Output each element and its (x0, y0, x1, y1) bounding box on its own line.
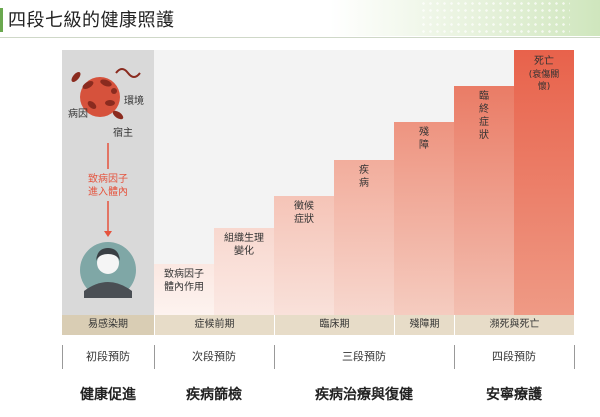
title-accent (0, 8, 3, 32)
bar-label-6-char-1: 臨 (479, 91, 489, 102)
page-title: 四段七級的健康照護 (8, 10, 175, 31)
bar-level-7 (514, 50, 574, 315)
bar-label-5-char-2: 障 (419, 140, 429, 151)
bacteria-icon (71, 68, 141, 120)
stage-clinical: 臨床期 (274, 315, 394, 335)
prevention-divider-1 (62, 345, 63, 369)
cause-line-1: 致病因子 (88, 174, 128, 185)
prevention-divider-5 (574, 345, 575, 369)
prevention-divider-3 (274, 345, 275, 369)
bar-label-2: 組織生理 變化 (216, 232, 272, 258)
bar-level-5 (394, 122, 454, 315)
bar-label-1-line-2: 體內作用 (164, 282, 204, 293)
category-health-promotion: 健康促進 (80, 387, 136, 403)
bar-label-4-char-1: 疾 (359, 165, 369, 176)
prevention-primary: 初段預防 (86, 350, 130, 363)
bar-label-6-char-4: 狀 (479, 130, 489, 141)
bar-label-1: 致病因子 體內作用 (156, 268, 212, 294)
stage-disability: 殘障期 (394, 315, 454, 335)
infection-diagram (71, 68, 141, 298)
bar-label-4-char-2: 病 (359, 178, 369, 189)
bar-level-3 (274, 196, 334, 315)
bar-label-3-line-1: 徵候 (294, 201, 314, 212)
prevention-divider-4 (454, 345, 455, 369)
environment-label: 環境 (124, 96, 144, 107)
bar-label-4: 疾 病 (357, 164, 371, 190)
bar-label-7: 死亡 (衰傷關 懷) (516, 55, 572, 93)
bar-level-1 (154, 264, 214, 315)
bar-label-3: 徵候 症狀 (276, 200, 332, 226)
prevention-quaternary: 四段預防 (492, 350, 536, 363)
prevention-divider-2 (154, 345, 155, 369)
bar-label-3-line-2: 症狀 (294, 214, 314, 225)
bar-level-2 (214, 228, 274, 315)
bar-level-6 (454, 86, 514, 315)
bar-label-1-line-1: 致病因子 (164, 269, 204, 280)
cause-enters-body-label: 致病因子 進入體內 (70, 173, 146, 199)
stage-dying-death: 瀕死與死亡 (454, 315, 574, 335)
category-screening: 疾病篩檢 (186, 387, 242, 403)
stage-strip (62, 315, 574, 335)
stage-presymptomatic: 症候前期 (154, 315, 274, 335)
title-bar: 四段七級的健康照護 (0, 0, 600, 36)
decorative-dots (420, 0, 570, 36)
prevention-secondary: 次段預防 (192, 350, 236, 363)
title-divider (0, 37, 600, 38)
bar-label-7-line-1: (衰傷關 (528, 70, 560, 80)
host-label: 宿主 (113, 128, 133, 139)
category-hospice: 安寧療護 (486, 387, 542, 403)
bar-label-5: 殘 障 (417, 126, 431, 152)
bar-level-4 (334, 160, 394, 315)
bar-label-6-char-3: 症 (479, 117, 489, 128)
bar-label-6: 臨 終 症 狀 (477, 90, 491, 142)
bar-label-7-top: 死亡 (534, 56, 554, 67)
bar-label-6-char-2: 終 (479, 104, 489, 115)
pathogen-label: 病因 (68, 109, 88, 120)
category-treatment-rehab: 疾病治療與復健 (315, 387, 413, 403)
person-avatar-icon (80, 242, 136, 298)
cause-line-2: 進入體內 (88, 187, 128, 198)
bar-label-7-line-2: 懷) (537, 82, 551, 92)
stage-susceptible: 易感染期 (62, 315, 154, 335)
bar-label-5-char-1: 殘 (419, 127, 429, 138)
bar-label-2-line-1: 組織生理 (224, 233, 264, 244)
prevention-tertiary: 三段預防 (342, 350, 386, 363)
bar-label-2-line-2: 變化 (234, 246, 254, 257)
